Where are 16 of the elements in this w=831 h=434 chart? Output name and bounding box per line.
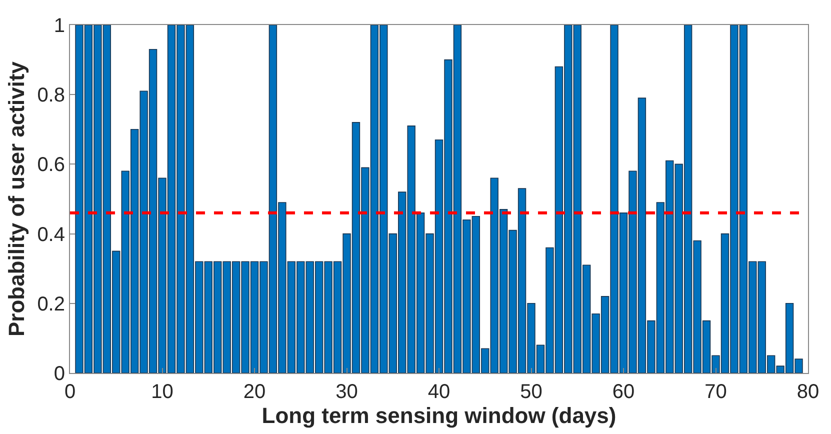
y-tick-label: 0	[54, 363, 65, 385]
x-tick-label: 60	[612, 381, 635, 403]
y-axis-title: Probability of user activity	[4, 60, 29, 337]
y-tick-label: 0.6	[37, 154, 65, 176]
x-axis-title: Long term sensing window (days)	[262, 403, 616, 428]
x-tick-label: 80	[796, 381, 820, 403]
x-tick-label: 70	[704, 381, 727, 403]
y-tick-label: 1	[54, 15, 65, 37]
x-tick-label: 20	[243, 381, 266, 403]
x-tick-label: 30	[336, 381, 358, 403]
y-tick-label: 0.2	[37, 293, 65, 316]
y-tick-label: 0.4	[37, 224, 65, 246]
x-tick-label: 10	[151, 381, 174, 403]
x-tick-label: 40	[428, 381, 450, 403]
y-tick-label: 0.8	[37, 84, 65, 107]
x-tick-label: 50	[520, 381, 542, 403]
